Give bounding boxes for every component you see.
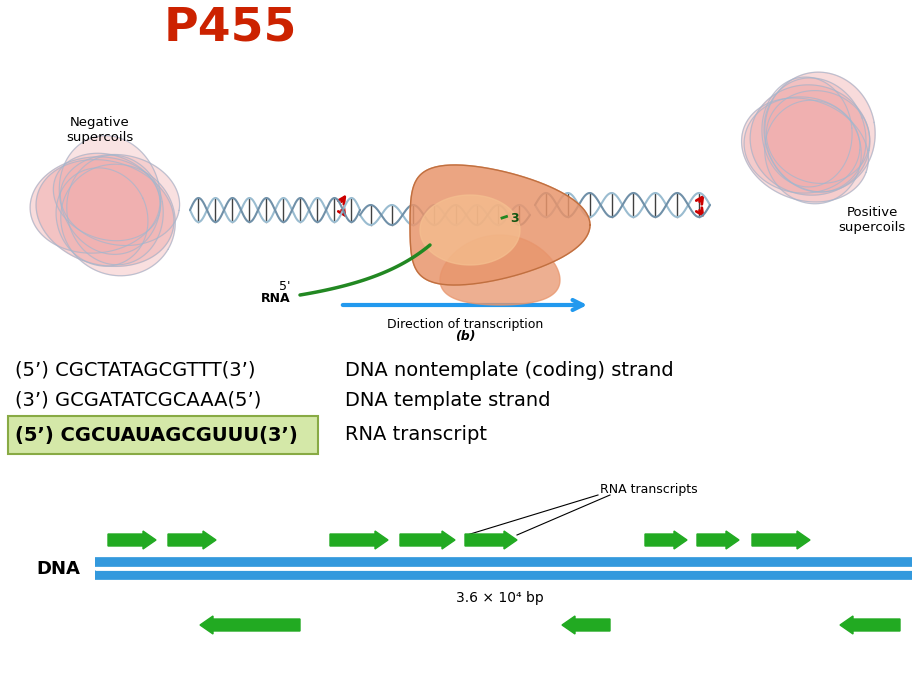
Polygon shape xyxy=(766,90,868,184)
Polygon shape xyxy=(53,153,161,241)
Polygon shape xyxy=(61,155,179,246)
Polygon shape xyxy=(61,164,175,276)
FancyArrow shape xyxy=(199,616,300,634)
Text: 5': 5' xyxy=(279,279,290,293)
FancyArrow shape xyxy=(330,531,388,549)
Text: DNA: DNA xyxy=(36,560,80,578)
Text: RNA transcripts: RNA transcripts xyxy=(599,484,697,497)
Polygon shape xyxy=(410,165,589,285)
Polygon shape xyxy=(764,72,874,192)
FancyArrow shape xyxy=(839,616,899,634)
Polygon shape xyxy=(763,78,865,192)
Text: DNA template strand: DNA template strand xyxy=(345,391,550,409)
Polygon shape xyxy=(67,155,163,265)
FancyArrow shape xyxy=(464,531,516,549)
Text: RNA transcript: RNA transcript xyxy=(345,426,486,444)
FancyArrow shape xyxy=(644,531,686,549)
FancyBboxPatch shape xyxy=(8,416,318,454)
Text: Positive
supercoils: Positive supercoils xyxy=(837,206,904,234)
FancyArrow shape xyxy=(751,531,809,549)
FancyArrow shape xyxy=(108,531,156,549)
Text: DNA nontemplate (coding) strand: DNA nontemplate (coding) strand xyxy=(345,360,673,380)
Text: P455: P455 xyxy=(164,6,296,50)
Text: (3’) GCGATATCGCAAA(5’): (3’) GCGATATCGCAAA(5’) xyxy=(15,391,261,409)
Polygon shape xyxy=(749,85,868,195)
Text: Negative
supercoils: Negative supercoils xyxy=(66,116,133,144)
Text: RNA: RNA xyxy=(261,291,290,304)
Polygon shape xyxy=(36,159,174,266)
Text: (5’) CGCUAUAGCGUUU(3’): (5’) CGCUAUAGCGUUU(3’) xyxy=(15,426,298,444)
Polygon shape xyxy=(56,168,148,266)
Text: (5’) CGCTATAGCGTTT(3’): (5’) CGCTATAGCGTTT(3’) xyxy=(15,360,255,380)
Polygon shape xyxy=(741,98,868,202)
Text: Direction of transcription: Direction of transcription xyxy=(387,318,542,331)
Polygon shape xyxy=(764,100,860,204)
FancyArrow shape xyxy=(697,531,738,549)
Polygon shape xyxy=(439,235,560,305)
FancyArrow shape xyxy=(168,531,216,549)
FancyArrow shape xyxy=(562,616,609,634)
Bar xyxy=(340,299,589,311)
Polygon shape xyxy=(30,157,160,253)
Text: 3.6 × 10⁴ bp: 3.6 × 10⁴ bp xyxy=(456,591,543,605)
Polygon shape xyxy=(761,77,851,187)
Polygon shape xyxy=(743,97,859,193)
Polygon shape xyxy=(420,195,519,265)
Text: (b): (b) xyxy=(454,330,475,343)
Text: 3: 3 xyxy=(510,212,518,224)
FancyArrow shape xyxy=(400,531,455,549)
Polygon shape xyxy=(59,136,161,255)
